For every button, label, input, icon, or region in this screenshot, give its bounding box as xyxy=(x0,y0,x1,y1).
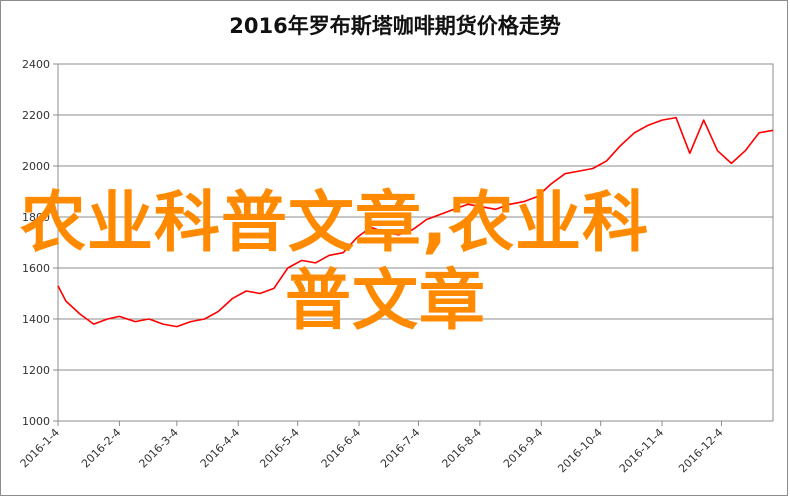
x-tick-label: 2016-11-4 xyxy=(617,426,666,475)
x-tick-label: 2016-10-4 xyxy=(555,426,604,475)
x-tick-label: 2016-12-4 xyxy=(676,426,725,475)
y-tick-label: 2400 xyxy=(22,58,50,71)
series-line-0 xyxy=(57,116,774,328)
x-tick-label: 2016-2-4 xyxy=(79,426,124,471)
y-tick-label: 1000 xyxy=(22,415,50,428)
x-tick-label: 2016-1-4 xyxy=(18,426,63,471)
chart-title: 2016年罗布斯塔咖啡期货价格走势 xyxy=(229,14,561,38)
x-tick-label: 2016-4-4 xyxy=(198,426,243,471)
x-tick-label: 2016-7-4 xyxy=(378,426,423,471)
y-tick-label: 2000 xyxy=(22,160,50,173)
y-tick-label: 1400 xyxy=(22,313,50,326)
x-tick-label: 2016-5-4 xyxy=(257,426,302,471)
y-tick-label: 1200 xyxy=(22,364,50,377)
y-tick-label: 1800 xyxy=(22,211,50,224)
y-tick-label: 1600 xyxy=(22,262,50,275)
plot-area xyxy=(57,63,774,422)
x-tick-label: 2016-9-4 xyxy=(501,426,546,471)
x-tick-label: 2016-8-4 xyxy=(439,426,484,471)
x-tick-label: 2016-6-4 xyxy=(319,426,364,471)
x-tick-label: 2016-3-4 xyxy=(136,426,181,471)
y-tick-label: 2200 xyxy=(22,109,50,122)
